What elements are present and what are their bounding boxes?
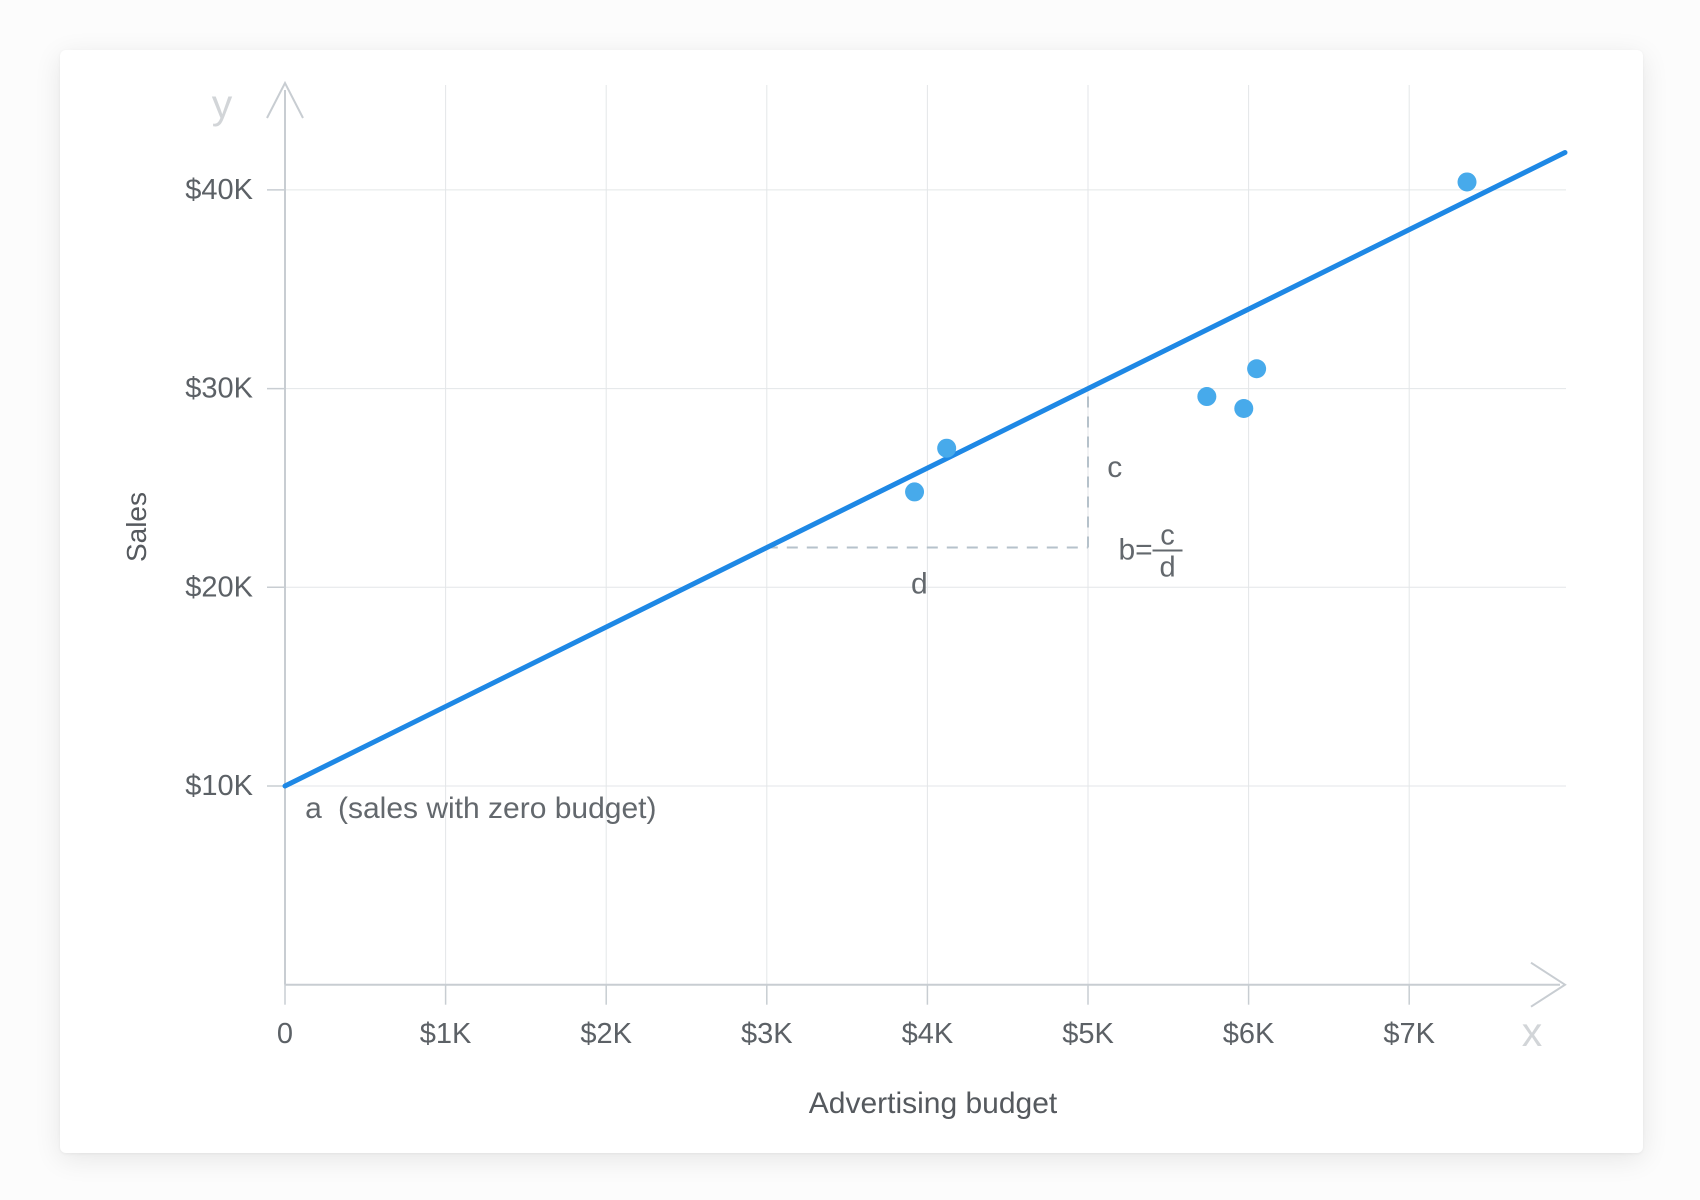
x-axis-arrow-icon bbox=[1530, 961, 1567, 1008]
y-axis-title: Sales bbox=[121, 492, 152, 562]
x-tick-label: $6K bbox=[1223, 1018, 1275, 1050]
data-point bbox=[1247, 359, 1267, 379]
y-tick-label: $20K bbox=[185, 571, 253, 603]
y-tick-label: $10K bbox=[185, 770, 253, 802]
y-tick-label: $30K bbox=[185, 373, 253, 405]
slope-equation-prefix: b= bbox=[1119, 533, 1153, 566]
x-tick-label: $4K bbox=[902, 1018, 954, 1050]
x-tick-label: $7K bbox=[1383, 1018, 1435, 1050]
data-point bbox=[1234, 398, 1254, 418]
chart-svg: y x Sales Advertising budget 0 $1K $2K $3K $… bbox=[121, 80, 1568, 1120]
x-axis-letter: x bbox=[1522, 1009, 1543, 1055]
slope-equation-numerator: c bbox=[1160, 519, 1175, 551]
run-d-label: d bbox=[911, 567, 928, 600]
x-tick-label: 0 bbox=[277, 1018, 293, 1050]
x-tick-label: $2K bbox=[580, 1018, 632, 1050]
chart-card: y x Sales Advertising budget 0 $1K $2K $3K $… bbox=[60, 50, 1643, 1153]
x-tick-label: $3K bbox=[741, 1018, 793, 1050]
slope-equation-denominator: d bbox=[1159, 551, 1175, 583]
x-axis-title: Advertising budget bbox=[809, 1087, 1058, 1120]
x-tick-label: $1K bbox=[420, 1018, 472, 1050]
y-tick-label: $40K bbox=[185, 174, 253, 206]
data-point bbox=[1197, 387, 1217, 407]
data-point bbox=[1457, 172, 1477, 192]
intercept-note: (sales with zero budget) bbox=[338, 792, 657, 825]
rise-c-label: c bbox=[1107, 451, 1122, 484]
x-tick-label: $5K bbox=[1062, 1018, 1114, 1050]
y-axis-letter: y bbox=[212, 81, 233, 127]
y-axis-arrow-icon bbox=[266, 80, 304, 119]
trend-line bbox=[282, 150, 1568, 789]
intercept-a-label: a bbox=[305, 792, 322, 825]
data-point bbox=[937, 438, 957, 458]
data-point bbox=[905, 482, 925, 502]
